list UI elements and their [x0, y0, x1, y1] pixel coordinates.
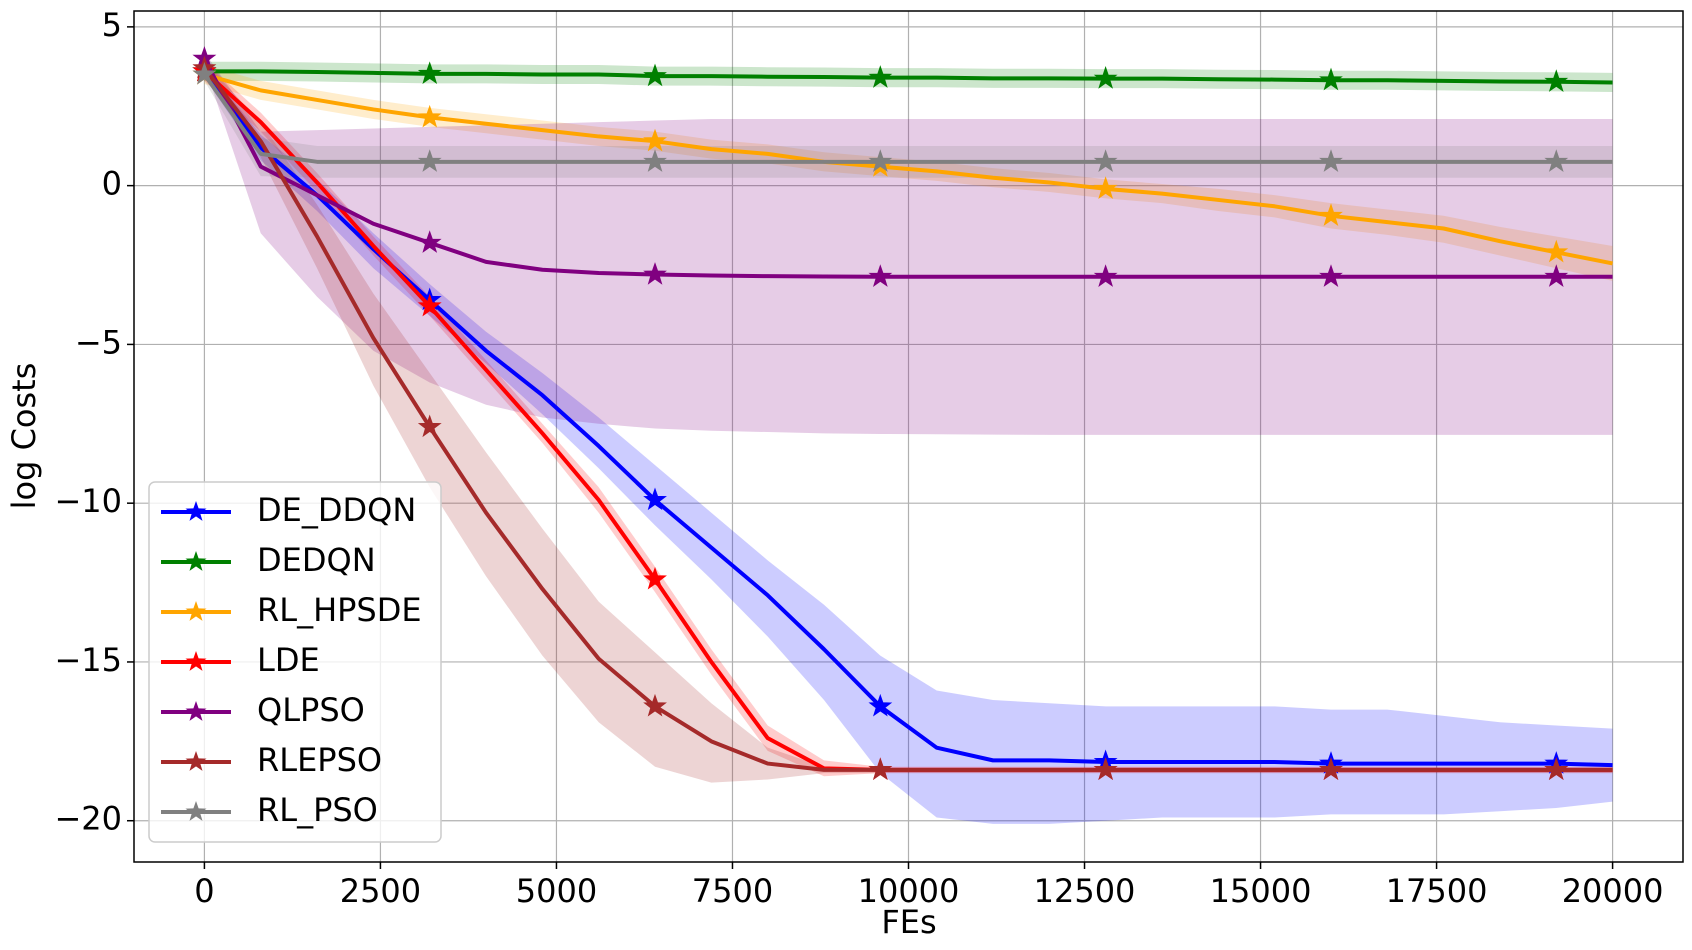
series-line: [203, 72, 1613, 266]
marker: [1544, 239, 1569, 263]
marker: [1544, 757, 1569, 781]
legend-label: RL_HPSDE: [257, 591, 422, 629]
band: [204, 64, 1613, 824]
marker: [1319, 67, 1343, 91]
marker: [643, 566, 667, 590]
marker: [868, 65, 893, 88]
marker: [643, 128, 667, 152]
y-axis-label: log Costs: [5, 363, 43, 510]
x-tick-label: 17500: [1386, 872, 1488, 910]
series-line: [202, 57, 1613, 279]
legend-marker: [185, 601, 207, 621]
legend-marker: [185, 551, 207, 571]
legend-label: RLEPSO: [257, 741, 382, 779]
legend-marker: [185, 751, 207, 771]
marker: [1319, 757, 1343, 781]
marker: [417, 61, 442, 85]
legend-label: DEDQN: [257, 541, 376, 579]
series-line: [202, 73, 1613, 164]
marker: [1093, 66, 1118, 89]
marker: [643, 262, 667, 285]
legend-marker: [185, 501, 207, 521]
y-tick-label: 5: [102, 6, 122, 44]
marker: [868, 149, 893, 172]
band: [204, 61, 1613, 783]
marker: [417, 414, 442, 438]
marker: [1093, 149, 1118, 172]
legend-marker: [185, 701, 207, 721]
series-line: [204, 69, 1613, 85]
band: [204, 64, 1613, 281]
x-tick-label: 7500: [692, 872, 773, 910]
legend-label: DE_DDQN: [257, 491, 416, 529]
marker: [417, 230, 442, 253]
band: [204, 52, 1613, 435]
series-line: [202, 66, 1613, 772]
marker: [643, 149, 667, 172]
legend-label: QLPSO: [257, 691, 365, 729]
x-tick-label: 10000: [858, 872, 960, 910]
marker: [1319, 264, 1343, 287]
marker: [1544, 149, 1569, 172]
legend-marker: [185, 651, 207, 671]
legend-marker: [185, 801, 207, 821]
marker: [868, 264, 893, 287]
band: [204, 68, 1613, 178]
marker: [417, 149, 442, 172]
marker: [1093, 757, 1118, 781]
x-tick-label: 15000: [1210, 872, 1312, 910]
x-tick-label: 5000: [516, 872, 597, 910]
marker: [417, 104, 442, 128]
marker: [643, 693, 667, 717]
x-tick-label: 0: [194, 872, 214, 910]
plot-frame: [133, 10, 1684, 863]
y-tick-label: −20: [54, 800, 122, 838]
marker: [868, 757, 893, 781]
x-tick-label: 12500: [1034, 872, 1136, 910]
marker: [868, 693, 893, 717]
marker: [1093, 264, 1118, 287]
marker: [1319, 203, 1343, 226]
y-tick-label: 0: [102, 165, 122, 203]
marker: [643, 63, 667, 87]
y-tick-label: −10: [54, 482, 122, 520]
marker: [1319, 149, 1343, 172]
marker: [1093, 176, 1118, 199]
x-tick-label: 20000: [1562, 872, 1664, 910]
marker: [1544, 69, 1569, 92]
y-tick-label: −5: [75, 323, 122, 361]
x-axis-label: FEs: [881, 903, 936, 941]
marker: [192, 61, 217, 85]
marker: [643, 487, 667, 511]
marker: [1544, 264, 1569, 287]
legend-label: RL_PSO: [257, 791, 378, 829]
x-tick-label: 2500: [340, 872, 421, 910]
series-line: [202, 70, 1613, 768]
y-tick-label: −15: [54, 641, 122, 679]
legend-label: LDE: [257, 641, 320, 679]
marker: [417, 293, 442, 317]
legend-box: [148, 481, 442, 843]
